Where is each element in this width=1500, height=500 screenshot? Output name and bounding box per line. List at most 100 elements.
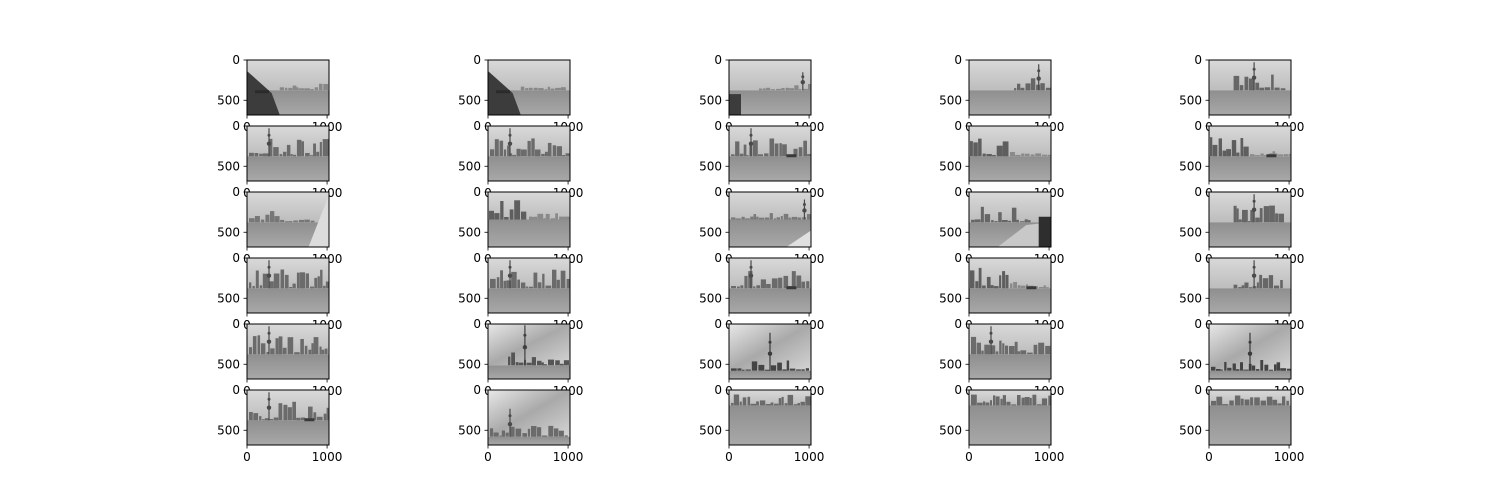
building-silhouette [751, 361, 758, 371]
building-silhouette [266, 352, 270, 355]
building-silhouette [249, 347, 253, 355]
building-silhouette [504, 217, 509, 220]
building-silhouette [1040, 83, 1045, 91]
building-silhouette [541, 435, 548, 437]
building-silhouette [545, 285, 552, 289]
ytick-label: 500 [458, 291, 481, 305]
building-silhouette [1249, 287, 1253, 289]
building-silhouette [1271, 74, 1274, 91]
building-silhouette [752, 140, 758, 157]
building-silhouette [262, 273, 269, 289]
building-silhouette [1231, 140, 1237, 157]
building-silhouette [552, 145, 556, 157]
xtick-label: 0 [484, 450, 492, 464]
building-silhouette [489, 210, 494, 220]
ytick-label: 0 [1194, 119, 1202, 133]
building-silhouette [996, 145, 1003, 157]
building-silhouette [278, 403, 283, 421]
building-silhouette [1260, 153, 1264, 157]
building-silhouette [970, 141, 973, 157]
subplot-image [729, 324, 811, 379]
building-silhouette [769, 138, 775, 157]
building-silhouette [555, 360, 560, 366]
xtick-label: 0 [1205, 450, 1213, 464]
tower-sphere [989, 331, 993, 335]
building-silhouette [280, 269, 285, 289]
building-silhouette [310, 286, 314, 289]
building-silhouette [741, 216, 745, 220]
building-silhouette [560, 363, 564, 366]
building-silhouette [1250, 154, 1255, 157]
water-region [247, 420, 329, 445]
building-silhouette [1260, 360, 1264, 371]
building-silhouette [252, 336, 257, 355]
building-silhouette [789, 368, 796, 371]
building-silhouette [292, 85, 297, 91]
building-silhouette [1212, 144, 1218, 157]
subplot-image [247, 258, 329, 313]
railing-foreground [308, 194, 329, 247]
building-silhouette [1021, 397, 1025, 406]
subplot-image [1209, 258, 1291, 313]
building-silhouette [1236, 152, 1240, 157]
axes-frame [1208, 191, 1292, 248]
building-silhouette [282, 347, 287, 355]
building-silhouette [257, 335, 261, 355]
water-region [488, 436, 570, 445]
building-silhouette [805, 368, 809, 371]
building-silhouette [779, 143, 782, 157]
tower-sphere [768, 340, 772, 344]
building-silhouette [544, 89, 548, 91]
ytick-label: 500 [1179, 225, 1202, 239]
ytick-label: 0 [954, 185, 962, 199]
building-silhouette [283, 404, 288, 421]
ytick-label: 0 [473, 317, 481, 331]
building-silhouette [1238, 287, 1242, 289]
building-silhouette [1000, 398, 1003, 406]
building-silhouette [1008, 220, 1011, 223]
building-silhouette [544, 364, 547, 366]
building-silhouette [509, 153, 513, 157]
building-silhouette [500, 270, 503, 289]
axes-frame [246, 59, 330, 116]
tower-sphere [266, 405, 272, 410]
building-silhouette [1047, 154, 1051, 157]
ytick-label: 0 [714, 185, 722, 199]
building-silhouette [521, 211, 527, 220]
xtick-label: 0 [725, 450, 733, 464]
building-silhouette [977, 402, 983, 406]
tower-sphere [1247, 351, 1253, 356]
building-silhouette [562, 155, 566, 157]
building-silhouette [1038, 342, 1045, 355]
water-region [247, 354, 329, 379]
building-silhouette [270, 348, 275, 355]
tower-sphere [267, 397, 271, 401]
water-region [1209, 288, 1291, 313]
building-silhouette [322, 139, 329, 157]
building-silhouette [1239, 85, 1244, 91]
building-silhouette [1244, 76, 1249, 91]
subplot-image [969, 258, 1051, 313]
building-silhouette [529, 216, 532, 220]
building-silhouette [739, 401, 742, 406]
xtick-label: 0 [243, 450, 251, 464]
axes-frame [1208, 323, 1292, 380]
building-silhouette [1046, 287, 1049, 289]
building-silhouette [1025, 153, 1030, 157]
building-silhouette [1015, 154, 1021, 157]
building-silhouette [978, 138, 982, 157]
axes-frame [968, 191, 1052, 248]
building-silhouette [758, 154, 763, 157]
building-silhouette [975, 281, 979, 289]
building-silhouette [1020, 285, 1026, 289]
building-silhouette [280, 219, 285, 223]
axes-frame [1208, 125, 1292, 182]
building-silhouette [496, 277, 500, 289]
building-silhouette [776, 217, 780, 220]
building-silhouette [262, 419, 265, 421]
axes-frame [968, 389, 1052, 446]
building-silhouette [1272, 399, 1278, 406]
axes-frame [728, 257, 812, 314]
building-silhouette [1286, 400, 1289, 406]
